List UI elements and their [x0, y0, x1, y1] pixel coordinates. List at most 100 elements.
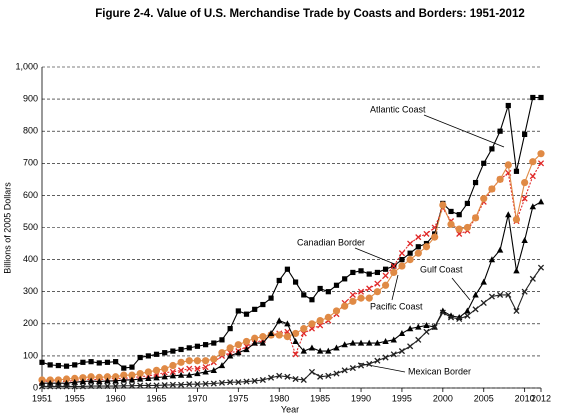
- point: [210, 380, 217, 387]
- point: [414, 249, 422, 257]
- point: [235, 349, 242, 356]
- point: [398, 348, 405, 355]
- point: [96, 383, 103, 390]
- x-tick-label: 1960: [106, 393, 126, 403]
- point: [390, 268, 398, 277]
- point: [472, 179, 479, 186]
- point: [512, 215, 521, 224]
- point: [186, 381, 193, 388]
- point: [341, 341, 348, 348]
- point: [529, 173, 536, 180]
- point: [235, 379, 242, 386]
- point: [251, 377, 258, 384]
- point: [529, 275, 536, 282]
- point: [488, 293, 495, 300]
- point: [423, 230, 430, 237]
- point: [349, 297, 357, 305]
- series-annotation: Canadian Border: [297, 237, 365, 247]
- point: [252, 306, 258, 312]
- point: [47, 362, 53, 368]
- point: [178, 367, 185, 374]
- point: [300, 347, 307, 354]
- point: [513, 168, 520, 174]
- point: [80, 359, 86, 365]
- point: [193, 357, 202, 365]
- point: [488, 185, 496, 193]
- point: [382, 354, 389, 361]
- point: [120, 382, 127, 389]
- point: [316, 347, 324, 354]
- y-tick-label: 800: [23, 126, 38, 136]
- point: [407, 240, 414, 247]
- point: [203, 342, 209, 348]
- point: [365, 294, 373, 302]
- point: [284, 266, 291, 272]
- point: [194, 343, 201, 349]
- y-tick-label: 200: [23, 318, 38, 328]
- point: [219, 337, 225, 343]
- point: [145, 353, 151, 359]
- point: [113, 359, 119, 365]
- point: [95, 373, 103, 382]
- point: [317, 285, 323, 292]
- point: [202, 380, 209, 387]
- point: [398, 262, 406, 270]
- point: [505, 102, 511, 109]
- point: [226, 344, 234, 352]
- series: [38, 264, 545, 390]
- point: [431, 233, 439, 241]
- leader-line: [451, 277, 471, 301]
- point: [505, 211, 512, 218]
- point: [87, 373, 95, 381]
- point: [276, 372, 283, 379]
- point: [464, 200, 470, 207]
- point: [447, 220, 455, 228]
- point: [447, 314, 455, 321]
- point: [103, 373, 112, 381]
- point: [513, 307, 520, 315]
- point: [407, 250, 413, 256]
- point: [423, 328, 430, 335]
- point: [301, 292, 307, 298]
- point: [161, 373, 168, 380]
- point: [317, 373, 324, 380]
- point: [79, 383, 86, 390]
- point: [55, 383, 62, 390]
- point: [121, 365, 127, 371]
- x-tick-label: 1955: [65, 393, 85, 403]
- point: [357, 362, 365, 369]
- point: [162, 350, 168, 356]
- point: [210, 355, 218, 363]
- point: [186, 371, 193, 378]
- x-tick-label: 2000: [433, 393, 453, 403]
- point: [104, 383, 111, 390]
- y-tick-label: 600: [23, 190, 38, 200]
- point: [291, 329, 300, 338]
- point: [522, 131, 528, 138]
- point: [423, 322, 430, 329]
- x-tick-label: 2010: [515, 393, 535, 403]
- point: [234, 341, 242, 349]
- point: [71, 374, 79, 382]
- point: [439, 309, 446, 316]
- series: [38, 160, 545, 385]
- point: [120, 376, 128, 383]
- point: [325, 372, 332, 379]
- point: [178, 346, 184, 353]
- point: [489, 146, 495, 152]
- point: [161, 365, 169, 373]
- point: [79, 374, 87, 382]
- point: [178, 381, 185, 388]
- point: [226, 352, 234, 359]
- point: [259, 339, 267, 346]
- point: [529, 203, 537, 210]
- point: [521, 195, 528, 202]
- point: [227, 379, 234, 386]
- point: [292, 279, 299, 285]
- point: [366, 360, 373, 367]
- point: [218, 349, 226, 357]
- point: [284, 373, 291, 380]
- series-line: [42, 267, 542, 387]
- point: [300, 325, 308, 333]
